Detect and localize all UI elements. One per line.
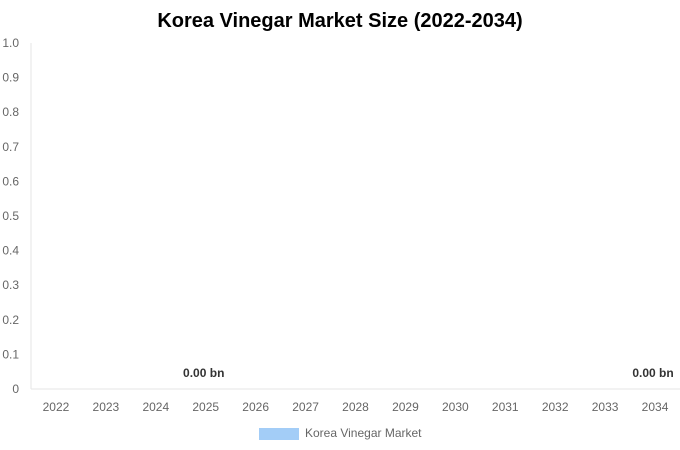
data-labels: 0.00 bn 0.00 bn [183,366,674,380]
x-tick-label: 2033 [592,400,619,414]
y-tick-label: 0.2 [2,313,19,327]
x-tick-label: 2034 [642,400,669,414]
y-axis: 0 0.1 0.2 0.3 0.4 0.5 0.6 0.7 0.8 0.9 1.0 [2,36,32,396]
x-tick-label: 2031 [492,400,519,414]
y-tick-label: 0.9 [2,71,19,85]
chart-title: Korea Vinegar Market Size (2022-2034) [157,10,522,32]
x-tick-label: 2023 [93,400,120,414]
data-label: 0.00 bn [183,366,224,380]
y-tick-label: 0.6 [2,174,19,188]
y-tick-label: 0.7 [2,140,19,154]
x-tick-label: 2030 [442,400,469,414]
x-axis: 2022 2023 2024 2025 2026 2027 2028 2029 2030 2031… [31,388,680,414]
x-tick-label: 2029 [392,400,419,414]
x-tick-label: 2028 [342,400,369,414]
legend-label[interactable]: Korea Vinegar Market [305,426,422,440]
legend[interactable]: Korea Vinegar Market [259,426,422,440]
y-tick-label: 0.4 [2,244,19,258]
x-tick-label: 2027 [292,400,319,414]
y-tick-label: 0.3 [2,278,19,292]
y-tick-label: 0.5 [2,209,19,223]
y-tick-label: 0.8 [2,105,19,119]
y-tick-label: 0.1 [2,347,19,361]
x-tick-label: 2022 [43,400,70,414]
x-tick-label: 2025 [192,400,219,414]
y-tick-label: 1.0 [2,36,19,50]
x-tick-label: 2024 [142,400,169,414]
x-tick-label: 2032 [542,400,569,414]
legend-swatch[interactable] [259,428,299,440]
y-tick-label: 0 [12,382,19,396]
x-tick-label: 2026 [242,400,269,414]
data-label: 0.00 bn [632,366,673,380]
